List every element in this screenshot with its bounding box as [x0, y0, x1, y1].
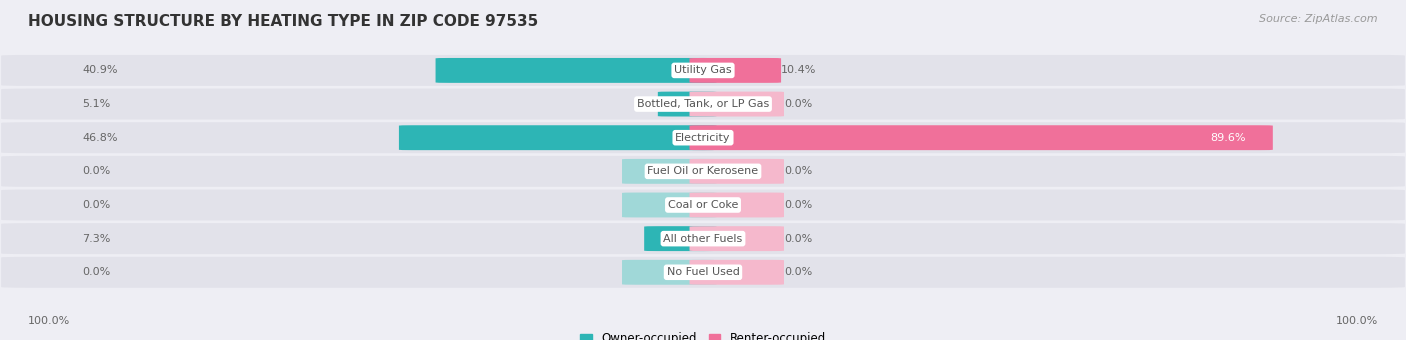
- Text: Electricity: Electricity: [675, 133, 731, 143]
- Text: Coal or Coke: Coal or Coke: [668, 200, 738, 210]
- Text: 0.0%: 0.0%: [785, 267, 813, 277]
- FancyBboxPatch shape: [399, 125, 717, 150]
- FancyBboxPatch shape: [689, 125, 1272, 150]
- FancyBboxPatch shape: [436, 58, 717, 83]
- FancyBboxPatch shape: [1, 156, 1405, 187]
- Text: 0.0%: 0.0%: [82, 166, 110, 176]
- Text: 5.1%: 5.1%: [82, 99, 110, 109]
- Text: Fuel Oil or Kerosene: Fuel Oil or Kerosene: [647, 166, 759, 176]
- Text: Source: ZipAtlas.com: Source: ZipAtlas.com: [1260, 14, 1378, 23]
- FancyBboxPatch shape: [1, 189, 1405, 220]
- Text: 100.0%: 100.0%: [28, 317, 70, 326]
- Text: Utility Gas: Utility Gas: [675, 65, 731, 75]
- FancyBboxPatch shape: [1, 257, 1405, 288]
- Text: All other Fuels: All other Fuels: [664, 234, 742, 244]
- Text: 89.6%: 89.6%: [1211, 133, 1246, 143]
- FancyBboxPatch shape: [689, 260, 785, 285]
- FancyBboxPatch shape: [1, 122, 1405, 153]
- FancyBboxPatch shape: [621, 159, 717, 184]
- FancyBboxPatch shape: [689, 192, 785, 218]
- FancyBboxPatch shape: [658, 91, 717, 117]
- FancyBboxPatch shape: [1, 223, 1405, 254]
- Text: 100.0%: 100.0%: [1336, 317, 1378, 326]
- FancyBboxPatch shape: [689, 159, 785, 184]
- FancyBboxPatch shape: [1, 55, 1405, 86]
- Text: HOUSING STRUCTURE BY HEATING TYPE IN ZIP CODE 97535: HOUSING STRUCTURE BY HEATING TYPE IN ZIP…: [28, 14, 538, 29]
- FancyBboxPatch shape: [621, 192, 717, 218]
- Text: 46.8%: 46.8%: [82, 133, 118, 143]
- FancyBboxPatch shape: [689, 58, 782, 83]
- FancyBboxPatch shape: [644, 226, 717, 251]
- Text: 0.0%: 0.0%: [82, 267, 110, 277]
- Text: 0.0%: 0.0%: [785, 234, 813, 244]
- Text: No Fuel Used: No Fuel Used: [666, 267, 740, 277]
- Text: 0.0%: 0.0%: [82, 200, 110, 210]
- Text: 7.3%: 7.3%: [82, 234, 111, 244]
- Text: 10.4%: 10.4%: [782, 65, 817, 75]
- FancyBboxPatch shape: [621, 260, 717, 285]
- FancyBboxPatch shape: [689, 91, 785, 117]
- Text: 40.9%: 40.9%: [82, 65, 118, 75]
- Text: 0.0%: 0.0%: [785, 99, 813, 109]
- FancyBboxPatch shape: [689, 226, 785, 251]
- FancyBboxPatch shape: [1, 89, 1405, 120]
- Text: 0.0%: 0.0%: [785, 166, 813, 176]
- Text: Bottled, Tank, or LP Gas: Bottled, Tank, or LP Gas: [637, 99, 769, 109]
- Text: 0.0%: 0.0%: [785, 200, 813, 210]
- Legend: Owner-occupied, Renter-occupied: Owner-occupied, Renter-occupied: [575, 328, 831, 340]
